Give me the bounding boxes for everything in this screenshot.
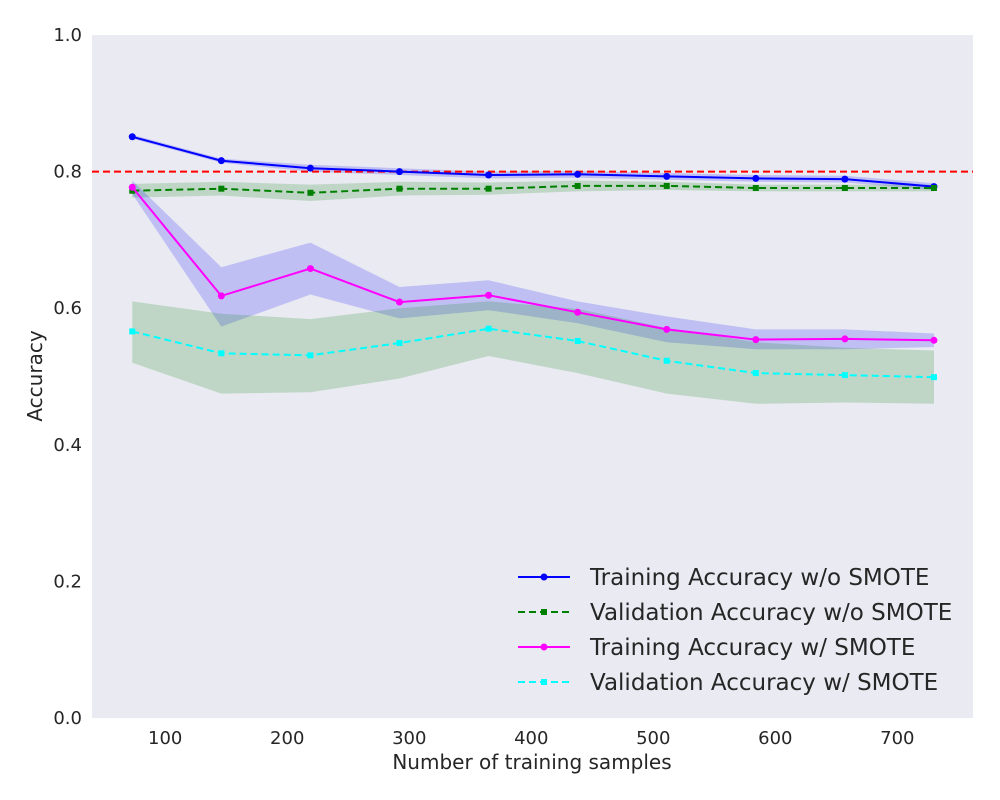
y-tick-label: 0.8 <box>53 162 82 183</box>
legend-item-2: Training Accuracy w/ SMOTE <box>518 635 915 661</box>
legend-marker <box>541 609 547 615</box>
data-point <box>752 184 759 191</box>
data-point <box>395 298 403 306</box>
data-point <box>663 182 670 189</box>
data-point <box>574 182 581 189</box>
x-axis-label: Number of training samples <box>392 750 671 774</box>
series-line-3 <box>132 327 935 379</box>
data-point <box>218 185 225 192</box>
x-tick-label: 100 <box>148 728 182 749</box>
data-point <box>574 308 582 316</box>
data-point <box>217 157 225 165</box>
x-tick-label: 400 <box>514 728 548 749</box>
data-point <box>129 328 136 335</box>
legend-item-3: Validation Accuracy w/ SMOTE <box>518 670 938 696</box>
data-point <box>841 175 849 183</box>
data-point <box>306 164 314 172</box>
data-point <box>574 337 581 344</box>
data-point <box>663 172 671 180</box>
legend-marker <box>540 643 548 651</box>
data-point <box>752 174 760 182</box>
legend-label: Validation Accuracy w/ SMOTE <box>590 670 938 696</box>
data-point <box>306 265 314 273</box>
plot-background <box>92 35 973 718</box>
data-point <box>396 340 403 347</box>
legend-item-0: Training Accuracy w/o SMOTE <box>518 565 929 591</box>
data-point <box>217 292 225 300</box>
legend-item-1: Validation Accuracy w/o SMOTE <box>518 600 952 626</box>
data-point <box>841 184 848 191</box>
x-tick-label: 600 <box>758 728 792 749</box>
data-point <box>396 185 403 192</box>
data-point <box>485 171 493 179</box>
data-point <box>841 372 848 379</box>
series-lines <box>128 133 938 381</box>
band-series-3 <box>132 301 935 404</box>
data-point <box>128 183 136 191</box>
series-line-1 <box>132 184 934 194</box>
legend-label: Training Accuracy w/ SMOTE <box>589 635 915 661</box>
legend-marker <box>541 679 547 685</box>
data-point <box>930 336 938 344</box>
data-point <box>307 189 314 196</box>
band-series-2 <box>132 180 935 350</box>
y-axis-ticks: 0.0 0.2 0.4 0.6 0.8 1.0 <box>53 25 82 729</box>
data-point <box>574 170 582 178</box>
y-tick-label: 0.6 <box>53 298 82 319</box>
data-point <box>485 325 492 332</box>
band-series-0 <box>132 134 935 190</box>
y-tick-label: 0.4 <box>53 435 82 456</box>
legend-marker <box>540 573 548 581</box>
legend-label: Validation Accuracy w/o SMOTE <box>590 600 952 626</box>
data-point <box>307 352 314 359</box>
confidence-bands <box>132 134 935 404</box>
data-point <box>663 325 671 333</box>
x-tick-label: 300 <box>392 728 426 749</box>
data-point <box>128 133 136 141</box>
data-point <box>752 336 760 344</box>
data-point <box>395 168 403 176</box>
data-point <box>930 184 937 191</box>
data-point <box>485 185 492 192</box>
y-axis-label: Accuracy <box>23 330 47 421</box>
series-2 <box>128 183 938 344</box>
series-3 <box>129 325 937 381</box>
x-axis-ticks: 100 200 300 400 500 600 700 <box>148 728 914 749</box>
legend-label: Training Accuracy w/o SMOTE <box>589 565 929 591</box>
x-tick-label: 200 <box>270 728 304 749</box>
legend: Training Accuracy w/o SMOTE Validation Ac… <box>518 565 952 696</box>
data-point <box>485 291 493 299</box>
data-point <box>752 370 759 377</box>
band-series-1 <box>132 180 935 201</box>
data-point <box>930 374 937 381</box>
y-tick-label: 0.2 <box>53 571 82 592</box>
y-tick-label: 1.0 <box>53 25 82 46</box>
x-tick-label: 700 <box>880 728 914 749</box>
x-tick-label: 500 <box>636 728 670 749</box>
series-0 <box>128 133 938 191</box>
data-point <box>841 335 849 343</box>
series-line-2 <box>131 186 935 342</box>
data-point <box>663 357 670 364</box>
y-tick-label: 0.0 <box>53 708 82 729</box>
series-line-0 <box>132 135 935 188</box>
data-point <box>218 350 225 357</box>
